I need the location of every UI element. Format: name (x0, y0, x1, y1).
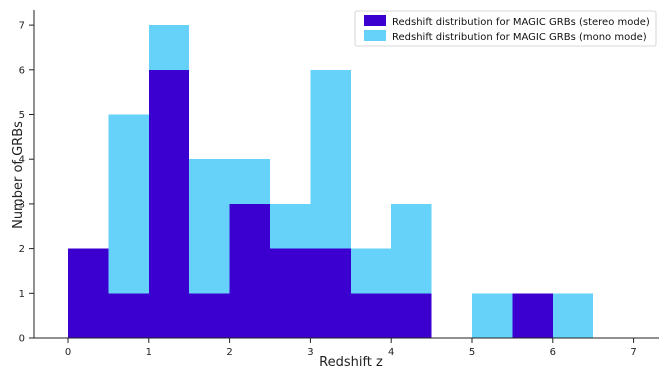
legend-box (354, 10, 657, 47)
x-tick-label-3: 3 (307, 347, 313, 358)
y-tick-label-1: 1 (19, 289, 25, 300)
bar-stereo-4 (229, 203, 270, 338)
bar-stereo-11 (512, 293, 553, 338)
y-tick-label-5: 5 (19, 110, 25, 121)
bar-stereo-5 (270, 248, 311, 338)
bar-stereo-0 (68, 248, 109, 338)
y-tick-label-4: 4 (19, 155, 25, 166)
x-tick-label-1: 1 (146, 347, 152, 358)
bar-stereo-1 (108, 293, 149, 338)
bar-stereo-8 (391, 293, 432, 338)
legend-label-stereo: Redshift distribution for MAGIC GRBs (st… (392, 17, 650, 28)
bar-stereo-2 (148, 69, 190, 339)
x-axis-ticks: 0 1 2 3 4 5 6 7 (65, 338, 637, 358)
y-tick-label-3: 3 (19, 199, 25, 210)
legend-label-mono: Redshift distribution for MAGIC GRBs (mo… (392, 32, 647, 43)
x-tick-label-6: 6 (550, 347, 556, 358)
y-axis-ticks: 0 1 2 3 4 5 6 7 (19, 21, 34, 345)
axes (33, 10, 659, 339)
x-tick-label-0: 0 (65, 347, 71, 358)
histogram-bars (68, 25, 594, 339)
x-tick-label-2: 2 (226, 347, 232, 358)
bar-stereo-7 (350, 293, 392, 338)
y-tick-label-6: 6 (19, 65, 25, 76)
bar-stereo-3 (189, 293, 230, 338)
legend: Redshift distribution for MAGIC GRBs (st… (354, 10, 657, 47)
y-axis-label: Number of GRBs (11, 121, 26, 229)
y-tick-label-0: 0 (19, 334, 25, 345)
x-axis-label: Redshift z (319, 355, 383, 368)
legend-swatch-mono (364, 30, 386, 41)
y-tick-label-7: 7 (19, 21, 25, 32)
x-tick-label-4: 4 (388, 347, 394, 358)
bar-mono-12 (552, 293, 594, 338)
x-tick-label-7: 7 (630, 347, 636, 358)
legend-swatch-stereo (364, 15, 386, 26)
bar-mono-10 (472, 293, 513, 338)
y-tick-label-2: 2 (19, 244, 25, 255)
bar-stereo-6 (310, 248, 351, 338)
x-tick-label-5: 5 (469, 347, 475, 358)
